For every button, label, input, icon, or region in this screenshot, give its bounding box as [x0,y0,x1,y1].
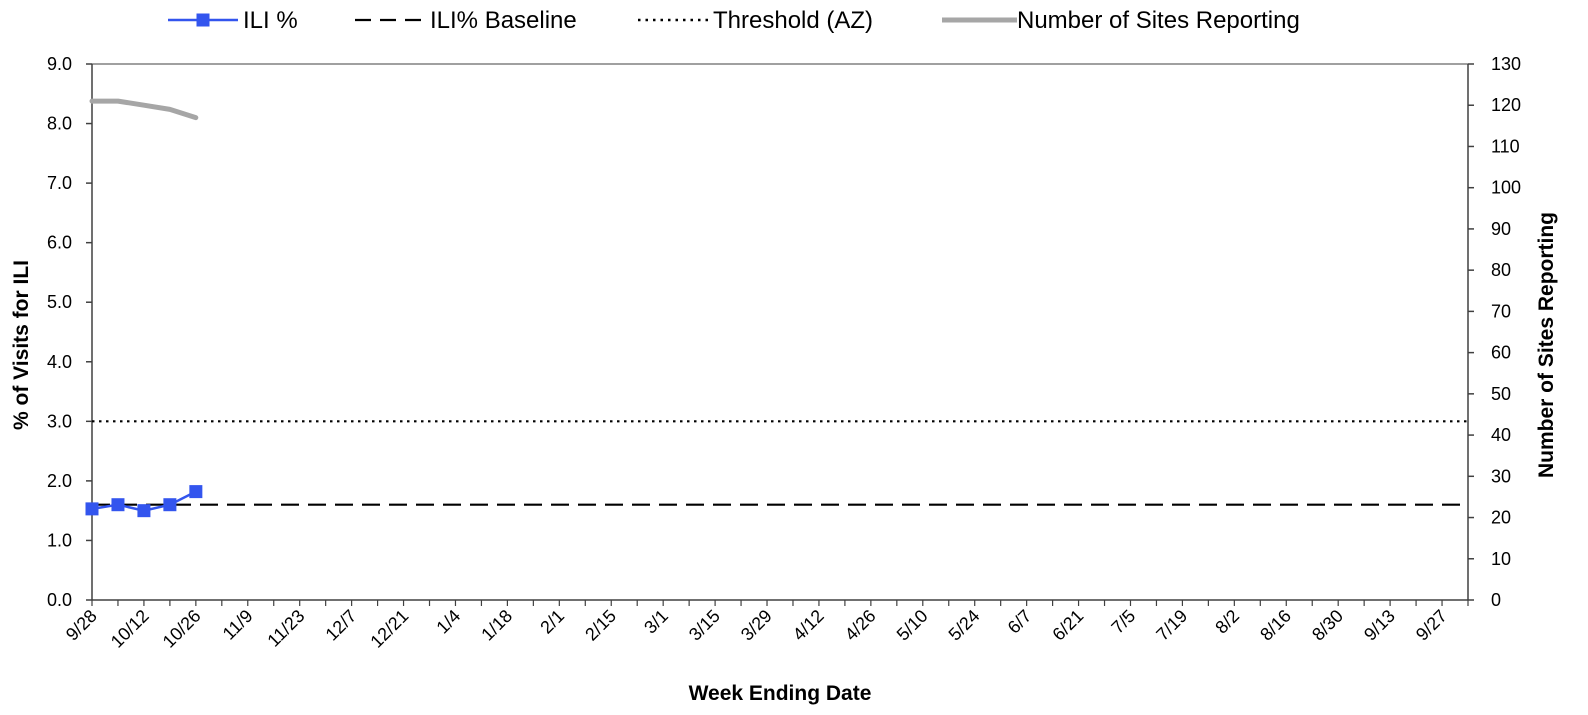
x-tick-label: 5/24 [945,606,984,645]
ili-percent-point [111,498,125,512]
x-tick-label: 11/23 [263,606,308,651]
y-tick-label: 1.0 [47,530,72,550]
y2-tick-label: 80 [1491,260,1511,280]
x-tick-label: 9/27 [1412,606,1451,645]
ili-percent-point [137,504,151,518]
y-tick-label: 3.0 [47,411,72,431]
y2-tick-label: 10 [1491,549,1511,569]
chart-legend: ILI % ILI% Baseline Threshold (AZ) Number o… [168,7,1300,34]
y-tick-label: 9.0 [47,54,72,74]
x-tick-label: 6/7 [1004,606,1036,638]
y2-tick-label: 130 [1491,54,1521,74]
y2-tick-label: 20 [1491,508,1511,528]
x-tick-label: 4/12 [789,606,828,645]
x-tick-label: 3/1 [640,606,672,638]
x-tick-label: 10/12 [107,606,153,652]
x-tick-label: 8/30 [1308,606,1347,645]
legend-label: Number of Sites Reporting [1017,7,1300,34]
reference-lines [92,420,1468,506]
x-tick-label: 3/29 [737,606,776,645]
y2-tick-label: 100 [1491,178,1521,198]
y-tick-label: 0.0 [47,590,72,610]
y2-axis-title: Number of Sites Reporting [1535,212,1558,478]
legend-label: Threshold (AZ) [713,7,873,34]
x-tick-label: 3/15 [685,606,724,645]
sites-reporting-line [89,98,199,121]
ili-percent-point [163,498,177,512]
series-layer [85,98,203,518]
x-tick-label: 2/1 [536,606,568,638]
x-tick-label: 11/9 [219,606,257,644]
ili-percent-point [85,502,99,516]
ili-percent-point [189,485,203,499]
y2-tick-label: 90 [1491,219,1511,239]
y-tick-label: 6.0 [47,233,72,253]
x-tick-label: 7/5 [1107,606,1139,638]
x-tick-label: 12/7 [322,606,361,645]
x-tick-label: 10/26 [159,606,205,652]
x-tick-label: 8/16 [1256,606,1295,645]
x-tick-label: 7/19 [1152,606,1191,645]
x-tick-label: 9/28 [62,606,101,645]
y2-tick-label: 60 [1491,343,1511,363]
legend-label: ILI% Baseline [430,7,577,34]
y2-tick-label: 120 [1491,95,1521,115]
x-tick-label: 4/26 [841,606,880,645]
legend-label: ILI % [243,7,298,34]
y-tick-label: 8.0 [47,114,72,134]
y-tick-label: 5.0 [47,292,72,312]
y2-tick-label: 30 [1491,466,1511,486]
x-tick-label: 2/15 [581,606,620,645]
y2-tick-label: 50 [1491,384,1511,404]
y2-tick-label: 0 [1491,590,1501,610]
x-tick-label: 8/2 [1211,606,1243,638]
y-tick-label: 4.0 [47,352,72,372]
x-tick-label: 1/18 [477,606,516,645]
x-tick-label: 12/21 [366,606,412,652]
y-tick-label: 7.0 [47,173,72,193]
y-tick-label: 2.0 [47,471,72,491]
y2-tick-label: 70 [1491,301,1511,321]
x-axis-title: Week Ending Date [689,682,872,705]
x-tick-label: 9/13 [1360,606,1399,645]
x-tick-label: 6/21 [1048,606,1087,645]
y-axis-title: % of Visits for ILI [10,260,33,430]
chart-axes: 0.0 1.0 2.0 3.0 4.0 5.0 6.0 7.0 8.0 9.0 0 10 20 30 40 5… [47,54,1521,652]
y2-tick-label: 40 [1491,425,1511,445]
x-tick-label: 5/10 [893,606,932,645]
x-tick-label: 1/4 [432,606,464,638]
y2-tick-label: 110 [1491,136,1520,156]
legend-ili-swatch-marker [196,13,210,27]
